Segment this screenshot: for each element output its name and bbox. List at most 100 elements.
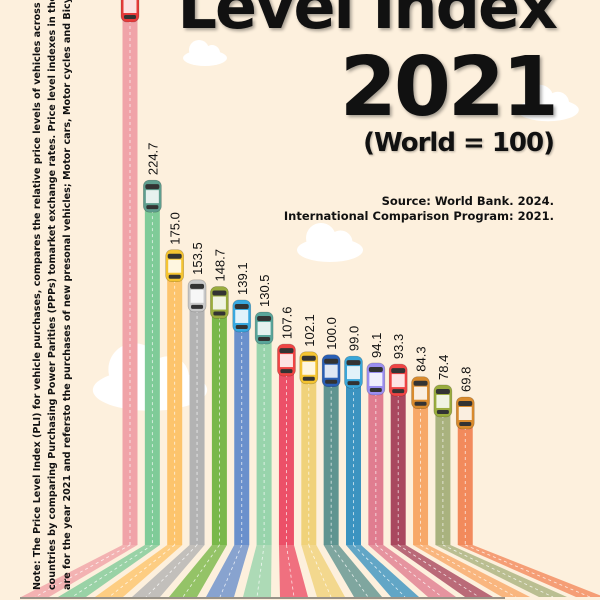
flag-australia-icon <box>347 366 360 380</box>
bar-lane: 102.1 <box>299 314 345 598</box>
lane-dash <box>34 544 131 598</box>
car-icon <box>366 362 386 396</box>
flag-china-icon <box>414 386 428 400</box>
source-line-2: International Comparison Program: 2021. <box>283 209 554 223</box>
road-fan <box>457 545 600 597</box>
road-fan <box>132 545 205 597</box>
flag-red-car-icon <box>123 0 137 13</box>
lane-dash <box>330 544 369 598</box>
data-label: 130.5 <box>257 274 272 307</box>
road-fan <box>368 545 456 597</box>
bar-lane: 78.4 <box>433 355 567 598</box>
chart-title: Level Index <box>177 0 558 43</box>
data-label: 175.0 <box>168 212 183 245</box>
bar-lane: 99.0 <box>344 326 419 598</box>
bar <box>413 386 429 545</box>
bar-lane: 224.7 <box>58 143 162 598</box>
road-fan <box>346 545 419 597</box>
data-label: 100.0 <box>324 317 339 350</box>
bar-lane <box>21 0 140 598</box>
car-icon <box>187 279 207 313</box>
lane-dash <box>397 544 480 598</box>
bar <box>390 374 406 545</box>
lane-dash <box>353 544 406 598</box>
car-icon <box>120 0 140 23</box>
road-fan <box>323 545 382 597</box>
lane-dash <box>71 544 153 598</box>
car-icon <box>277 343 296 377</box>
car-icon <box>344 355 363 389</box>
car-icon <box>411 376 430 410</box>
car-icon <box>232 299 252 333</box>
chart-title-year: 2021 <box>339 40 559 135</box>
road-fan <box>278 545 308 597</box>
flag-maldives-icon <box>145 190 159 204</box>
bar <box>278 354 294 545</box>
bar <box>189 289 205 545</box>
bar-lane: 139.1 <box>206 262 252 598</box>
lane-dash <box>182 544 220 598</box>
lane-dash <box>465 544 591 598</box>
note-line-3: are for the year 2021 and refersto the p… <box>62 0 73 590</box>
data-label: 139.1 <box>235 262 250 295</box>
cloud-icon <box>517 84 579 122</box>
road-fan <box>390 545 493 597</box>
note-line-2: countries by comparing Purchasing Power … <box>47 0 58 590</box>
car-icon <box>388 363 408 397</box>
flag-zimbabwe-icon <box>212 296 226 310</box>
lane-dash <box>286 544 295 598</box>
flag-pakistan-icon <box>436 394 450 408</box>
world-icon <box>324 364 338 378</box>
bar-lane: 107.6 <box>277 307 308 598</box>
lane-dash <box>256 544 265 598</box>
lane-dash <box>108 544 175 598</box>
note-line-1: Note: The Price Level Index (PLI) for ve… <box>32 0 43 590</box>
bar-lane: 153.5 <box>132 242 207 598</box>
note-text: Note: The Price Level Index (PLI) for ve… <box>30 0 75 590</box>
car-icon <box>165 249 184 283</box>
bar-lane: 175.0 <box>95 212 184 598</box>
bar-lane: 93.3 <box>388 334 493 598</box>
flag-ethiopia-icon <box>235 309 249 323</box>
flag-malaysia-icon <box>369 372 383 386</box>
bar <box>301 361 317 545</box>
data-label: 94.1 <box>369 333 384 358</box>
data-label: 107.6 <box>279 307 294 340</box>
source-text: Source: World Bank. 2024. International … <box>284 194 554 224</box>
flag-india-icon <box>458 407 472 420</box>
data-label: 93.3 <box>391 334 406 359</box>
data-label: 99.0 <box>347 326 362 351</box>
bar-lane: 69.8 <box>455 367 600 598</box>
cloud-icon <box>297 223 363 262</box>
car-icon <box>321 354 341 388</box>
road-fan <box>413 545 530 597</box>
car-icon <box>433 384 453 418</box>
road-fan <box>301 545 345 597</box>
data-label: 84.3 <box>414 346 429 371</box>
road-fan <box>169 545 227 597</box>
bar-lane: 94.1 <box>366 333 456 598</box>
flag-bangladesh-icon <box>257 322 271 336</box>
flag-sri-lanka-icon <box>168 259 182 273</box>
lane-dash <box>442 544 554 598</box>
car-icon <box>143 179 162 213</box>
bar-lane: 84.3 <box>411 346 530 598</box>
bar-lane: 100.0 <box>321 317 382 598</box>
chart-subtitle: (World = 100) <box>363 128 555 158</box>
data-label: 78.4 <box>436 355 451 380</box>
source-line-1: Source: World Bank. 2024. <box>381 194 554 208</box>
data-label: 69.8 <box>458 367 473 392</box>
cloud-icon <box>183 40 227 66</box>
road-fan <box>95 545 183 597</box>
lane-dash <box>145 544 198 598</box>
car-icon <box>299 351 319 385</box>
car-icon <box>254 311 274 345</box>
road-fan <box>435 545 567 597</box>
lane-dash <box>420 544 517 598</box>
data-label: 102.1 <box>302 314 317 347</box>
flag-canada-icon <box>391 374 405 388</box>
flag-japan-icon <box>279 354 293 368</box>
road-fan <box>21 545 138 597</box>
road-fan <box>58 545 160 597</box>
data-label: 148.7 <box>212 249 227 282</box>
